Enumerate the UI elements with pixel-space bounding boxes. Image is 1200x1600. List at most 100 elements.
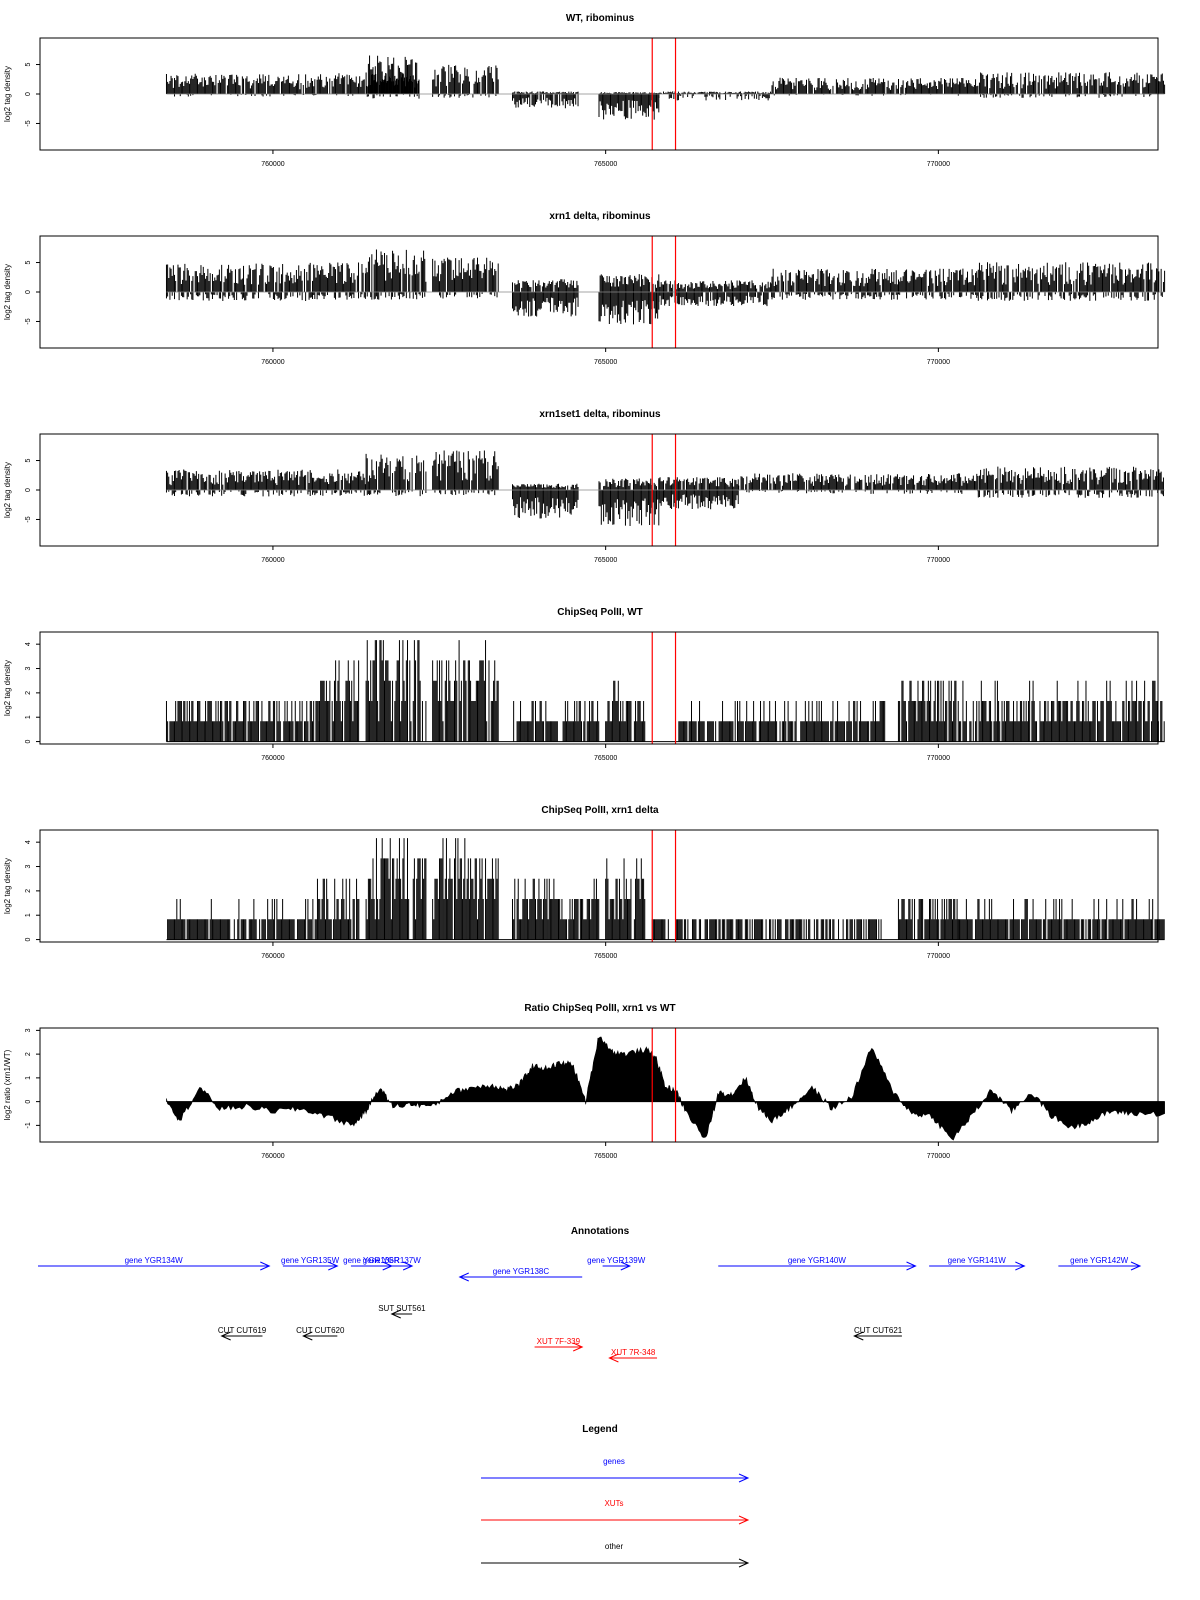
y-tick-label: -5 xyxy=(25,120,32,126)
legend-title: Legend xyxy=(582,1424,618,1435)
density-bars-region-5 xyxy=(598,478,660,527)
legend-label: other xyxy=(605,1542,624,1551)
density-bars-region-8 xyxy=(897,680,959,742)
data-marks xyxy=(165,55,1166,120)
feature-label: gene YGR137W xyxy=(363,1256,422,1265)
y-axis-label: log2 tag density xyxy=(3,858,12,914)
annotation-feature: gene YGR140W xyxy=(718,1256,917,1271)
density-bars-region-3 xyxy=(432,64,499,98)
x-tick-label: 765000 xyxy=(594,359,617,366)
feature-label: CUT CUT621 xyxy=(854,1326,903,1335)
y-tick-label: -5 xyxy=(25,516,32,522)
x-tick-label: 765000 xyxy=(594,161,617,168)
density-bars-region-1 xyxy=(165,73,419,97)
density-bars-region-1 xyxy=(165,262,366,302)
annotation-feature: gene YGR141W xyxy=(929,1256,1026,1271)
density-bars-region-2 xyxy=(365,453,427,497)
chart-panel-4: ChipSeq PolII, WT log2 tag density 0 1 2 3 4 76… xyxy=(3,607,1165,762)
plot-frame xyxy=(39,631,1159,745)
x-tick-label: 765000 xyxy=(594,953,617,960)
annotation-feature: gene YGR137W xyxy=(363,1256,422,1271)
chart-title: xrn1 delta, ribominus xyxy=(549,211,651,222)
annotations-title: Annotations xyxy=(571,1226,630,1237)
annotation-feature: CUT CUT621 xyxy=(853,1326,903,1341)
y-axis: -5 0 5 xyxy=(25,260,40,325)
density-bars-region-5 xyxy=(513,700,600,742)
y-axis: 0 1 2 3 4 xyxy=(25,642,40,744)
y-tick-label: 3 xyxy=(25,666,32,670)
chart-panel-2: xrn1 delta, ribominus log2 tag density -5 0… xyxy=(3,211,1166,366)
density-bars-region-2 xyxy=(312,878,360,940)
x-tick-label: 765000 xyxy=(594,557,617,564)
x-tick-label: 765000 xyxy=(594,755,617,762)
density-bars-region-8 xyxy=(977,466,1164,498)
x-axis: 760000 765000 770000 xyxy=(261,150,950,168)
y-tick-label: 0 xyxy=(25,1100,32,1104)
density-bars-region-9 xyxy=(957,898,1165,940)
feature-label: gene YGR138C xyxy=(493,1267,550,1276)
x-tick-label: 770000 xyxy=(927,1153,950,1160)
x-tick-label: 760000 xyxy=(261,557,284,564)
data-marks xyxy=(165,249,1166,325)
feature-label: gene YGR142W xyxy=(1070,1256,1129,1265)
chart-title: Ratio ChipSeq PolII, xrn1 vs WT xyxy=(524,1003,675,1014)
data-marks xyxy=(166,838,1165,941)
feature-arrowhead xyxy=(1015,1261,1026,1271)
y-tick-label: 3 xyxy=(25,864,32,868)
data-marks xyxy=(166,1036,1165,1141)
chart-panel-5: ChipSeq PolII, xrn1 delta log2 tag densit… xyxy=(3,805,1165,960)
x-tick-label: 765000 xyxy=(594,1153,617,1160)
plot-frame xyxy=(39,1027,1159,1143)
legend: Legend genes XUTs other xyxy=(481,1424,750,1568)
y-tick-label: 0 xyxy=(25,938,32,942)
density-bars-region-2 xyxy=(365,249,427,300)
annotation-feature: SUT SUT561 xyxy=(378,1304,426,1319)
density-bars-region-3 xyxy=(365,838,427,940)
feature-label: gene YGR134W xyxy=(125,1256,184,1265)
y-tick-label: 0 xyxy=(25,740,32,744)
legend-arrowhead xyxy=(738,1558,750,1568)
chart-title: ChipSeq PolII, WT xyxy=(557,607,643,618)
density-bars-region-4 xyxy=(432,640,499,742)
annotation-feature: CUT CUT620 xyxy=(296,1326,345,1341)
feature-arrowhead xyxy=(1130,1261,1142,1271)
feature-arrowhead xyxy=(572,1342,584,1352)
density-bars-region-8 xyxy=(897,898,959,940)
density-bars-region-5 xyxy=(598,92,660,120)
feature-arrowhead xyxy=(608,1353,619,1363)
annotation-feature: gene YGR138C xyxy=(458,1267,583,1282)
y-tick-label: 2 xyxy=(25,1052,32,1056)
legend-entry: other xyxy=(481,1542,750,1568)
chart-panel-3: xrn1set1 delta, ribominus log2 tag densit… xyxy=(3,409,1165,564)
feature-arrowhead xyxy=(853,1331,864,1341)
y-tick-label: 0 xyxy=(25,488,32,492)
y-tick-label: 0 xyxy=(25,92,32,96)
density-bars-region-7 xyxy=(771,268,979,300)
annotation-feature: gene YGR139W xyxy=(587,1256,646,1271)
y-axis-label: log2 tag density xyxy=(3,462,12,518)
density-bars-region-6 xyxy=(658,280,773,307)
x-tick-label: 760000 xyxy=(261,161,284,168)
density-bars-region-7 xyxy=(771,77,979,96)
density-bars-region-2 xyxy=(365,55,420,99)
feature-label: SUT SUT561 xyxy=(378,1304,426,1313)
x-axis: 760000 765000 770000 xyxy=(261,1142,950,1160)
feature-label: gene YGR141W xyxy=(948,1256,1007,1265)
y-axis: -5 0 5 xyxy=(25,458,40,523)
y-tick-label: -1 xyxy=(25,1122,32,1128)
x-axis: 760000 765000 770000 xyxy=(261,744,950,762)
density-bars-region-2 xyxy=(319,660,360,742)
chart-title: ChipSeq PolII, xrn1 delta xyxy=(541,805,659,816)
y-axis: -1 0 1 2 3 xyxy=(25,1028,40,1128)
annotation-feature: gene YGR134W xyxy=(38,1256,271,1271)
feature-arrowhead xyxy=(328,1261,339,1271)
y-axis: 0 1 2 3 4 xyxy=(25,840,40,942)
density-bars-region-7 xyxy=(678,700,886,742)
legend-entry: XUTs xyxy=(481,1499,750,1525)
feature-label: gene YGR135W xyxy=(281,1256,340,1265)
annotations-panel: Annotations gene YGR134W gene YGR135W gene … xyxy=(38,1226,1142,1363)
feature-label: CUT CUT619 xyxy=(218,1326,267,1335)
feature-arrowhead xyxy=(220,1331,231,1341)
